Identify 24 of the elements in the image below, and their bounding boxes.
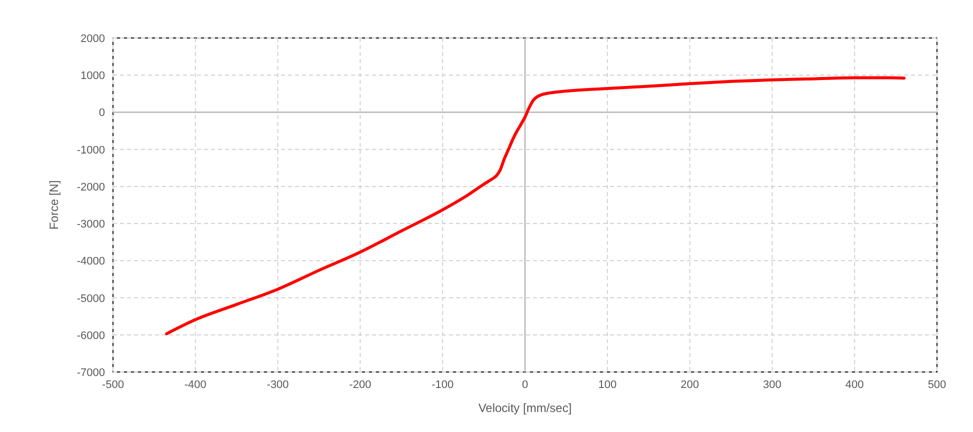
y-tick-label: -5000 <box>76 292 105 305</box>
x-tick-label: -100 <box>432 379 454 391</box>
x-tick-label: 100 <box>598 379 617 391</box>
x-tick-label: -500 <box>102 379 124 391</box>
x-tick-label: -200 <box>349 379 372 391</box>
y-tick-label: -7000 <box>76 367 105 379</box>
x-tick-label: 200 <box>680 379 699 391</box>
x-tick-label: -400 <box>184 379 206 391</box>
x-axis-title: Velocity [mm/sec] <box>478 401 572 415</box>
x-tick-label: -300 <box>266 379 289 391</box>
x-tick-label: 400 <box>845 379 864 391</box>
x-tick-label: 500 <box>928 379 946 391</box>
x-tick-label: 300 <box>763 379 782 391</box>
y-tick-label: 0 <box>98 107 105 120</box>
y-tick-label: -6000 <box>76 330 105 342</box>
y-tick-label: -1000 <box>76 144 105 156</box>
y-tick-label: -3000 <box>76 218 105 231</box>
y-tick-label: 1000 <box>80 70 105 82</box>
line-series <box>165 76 906 336</box>
x-tick-label: 0 <box>522 379 528 391</box>
y-tick-label: 2000 <box>80 33 105 45</box>
y-axis-title: Force [N] <box>47 180 61 230</box>
y-tick-label: -4000 <box>76 256 105 268</box>
y-tick-label: -2000 <box>76 181 105 194</box>
